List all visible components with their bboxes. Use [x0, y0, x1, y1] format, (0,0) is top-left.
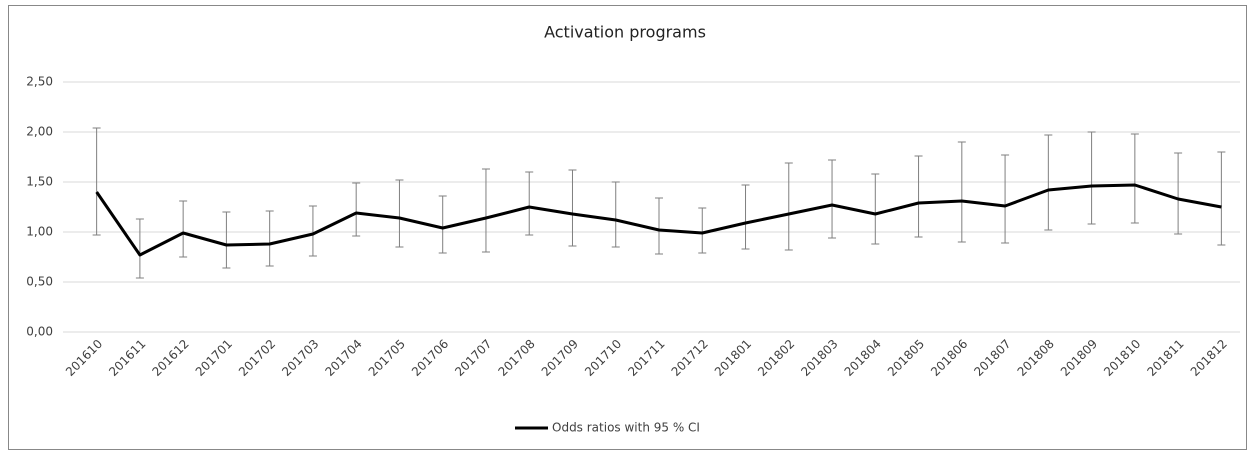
error-bar	[655, 197, 663, 255]
error-bar	[1001, 154, 1010, 244]
error-bar	[1174, 152, 1183, 235]
y-tick-label: 2,50	[26, 75, 53, 89]
error-bar	[352, 182, 361, 237]
error-bar	[1217, 151, 1226, 246]
error-bar	[1130, 133, 1139, 224]
error-bar	[135, 218, 144, 279]
chart-frame	[8, 5, 1247, 450]
chart-title: Activation programs	[544, 23, 706, 42]
error-bar	[914, 155, 923, 238]
error-bar	[828, 159, 837, 239]
error-bar	[957, 141, 966, 243]
error-bar	[741, 184, 750, 250]
error-bar	[784, 162, 793, 251]
error-bar	[438, 195, 447, 254]
series-line	[95, 183, 1222, 257]
error-bar	[568, 169, 577, 247]
error-bar	[1087, 131, 1096, 225]
legend-label: Odds ratios with 95 % CI	[552, 421, 700, 435]
error-bar	[1044, 134, 1053, 231]
error-bar	[222, 211, 231, 269]
error-bar	[265, 210, 274, 267]
error-bar	[179, 200, 188, 258]
error-bar	[92, 127, 101, 236]
error-bar	[698, 207, 707, 254]
error-bar	[395, 179, 404, 248]
error-bar	[871, 173, 880, 245]
y-tick-label: 1,00	[26, 225, 53, 239]
error-bar	[481, 168, 490, 253]
y-tick-label: 0,50	[26, 275, 53, 289]
error-bar	[525, 171, 534, 236]
y-tick-label: 1,50	[26, 175, 53, 189]
y-tick-label: 0,00	[26, 325, 53, 339]
y-tick-label: 2,00	[26, 125, 53, 139]
error-bar	[611, 181, 620, 248]
error-bar	[308, 205, 317, 257]
